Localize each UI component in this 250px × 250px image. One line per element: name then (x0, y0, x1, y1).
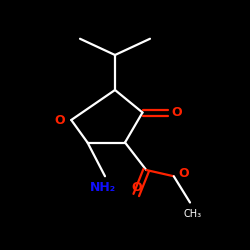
Text: O: O (55, 114, 65, 126)
Text: NH₂: NH₂ (90, 181, 116, 194)
Text: O: O (178, 167, 189, 180)
Text: CH₃: CH₃ (184, 209, 202, 219)
Text: O: O (131, 181, 141, 194)
Text: O: O (172, 106, 182, 119)
